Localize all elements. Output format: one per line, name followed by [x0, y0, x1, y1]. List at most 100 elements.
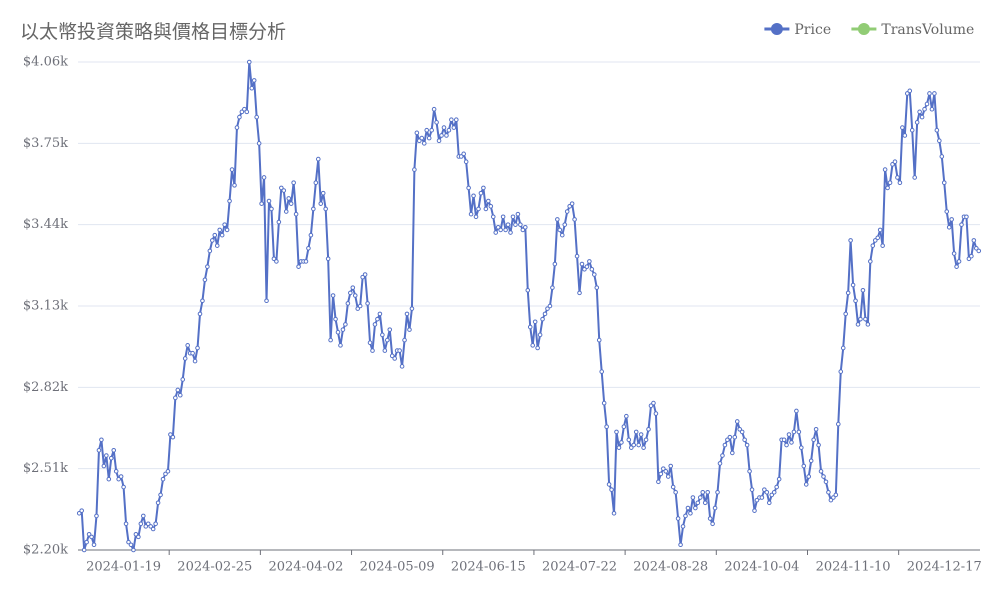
data-point [195, 345, 200, 351]
data-point [828, 497, 834, 503]
data-point [508, 230, 513, 235]
data-point [877, 227, 883, 233]
data-point [823, 479, 829, 485]
data-point [907, 88, 913, 94]
data-point [518, 222, 523, 227]
data-point [133, 531, 139, 537]
data-point [624, 413, 629, 419]
data-point [895, 175, 900, 180]
data-point [865, 322, 871, 327]
data-point [818, 468, 824, 474]
data-point [490, 214, 496, 220]
data-point [663, 468, 669, 474]
data-point [261, 175, 267, 180]
data-point [177, 392, 183, 398]
data-point [808, 458, 814, 464]
data-point [345, 301, 351, 306]
data-point [924, 101, 930, 107]
data-point [318, 201, 324, 206]
data-point [224, 227, 230, 233]
data-point [79, 508, 84, 513]
data-point [466, 185, 471, 191]
data-point [412, 167, 417, 172]
data-point [882, 167, 888, 172]
data-point [136, 534, 141, 540]
data-point [192, 358, 198, 364]
data-point [601, 400, 607, 406]
data-point [976, 248, 982, 254]
legend: Price TransVolume [764, 22, 974, 38]
data-point [567, 204, 572, 209]
data-point [532, 319, 538, 325]
data-point [478, 190, 484, 196]
data-point [232, 183, 237, 188]
data-point [914, 120, 920, 125]
data-point [739, 429, 745, 435]
data-point [503, 227, 508, 233]
data-point [488, 204, 494, 209]
data-point [609, 487, 614, 492]
data-point [633, 429, 639, 435]
data-point [759, 495, 765, 500]
data-point [811, 437, 816, 443]
data-point [84, 539, 89, 545]
data-point [244, 109, 250, 115]
data-point [360, 274, 365, 280]
data-point [150, 526, 156, 532]
data-point [483, 206, 489, 212]
data-point [932, 91, 937, 96]
data-point [158, 492, 163, 498]
data-point [229, 167, 235, 172]
data-point [555, 217, 560, 222]
data-point [254, 114, 259, 120]
data-point [939, 154, 945, 159]
data-point [850, 282, 856, 288]
data-point [389, 353, 395, 359]
x-tick-label: 2024-04-02 [268, 560, 343, 575]
data-point [449, 117, 454, 123]
data-point [436, 138, 442, 144]
data-point [683, 513, 688, 519]
data-point [471, 193, 476, 199]
data-point [648, 403, 654, 408]
data-point [291, 180, 296, 185]
data-point [900, 125, 905, 130]
data-point [180, 377, 186, 382]
data-point [108, 455, 114, 461]
data-point [296, 264, 301, 269]
data-point [791, 429, 797, 435]
data-point [697, 495, 703, 500]
data-point [377, 311, 383, 317]
data-point [429, 127, 434, 133]
data-point [153, 521, 158, 527]
data-point [801, 463, 807, 469]
data-point [589, 266, 595, 272]
data-point [599, 369, 605, 374]
data-point [722, 442, 728, 448]
data-point [535, 345, 540, 351]
data-point [96, 448, 102, 453]
data-point [200, 298, 205, 304]
data-point [352, 293, 358, 298]
data-point [340, 327, 346, 332]
data-point [170, 434, 176, 440]
data-point [160, 476, 166, 482]
data-point [214, 243, 220, 248]
data-point [904, 91, 910, 96]
x-tick-label: 2024-07-22 [542, 560, 617, 575]
data-point [197, 311, 203, 317]
data-point [838, 369, 844, 374]
data-point [99, 437, 104, 443]
data-point [754, 497, 760, 503]
data-point [897, 180, 903, 185]
data-point [673, 489, 678, 495]
data-point [944, 209, 950, 214]
data-point [971, 238, 977, 243]
data-point [710, 521, 715, 527]
data-point [887, 180, 893, 185]
data-point [656, 479, 661, 485]
data-point [695, 500, 701, 506]
data-point [705, 489, 710, 495]
data-point [917, 109, 922, 115]
data-point [872, 238, 878, 243]
